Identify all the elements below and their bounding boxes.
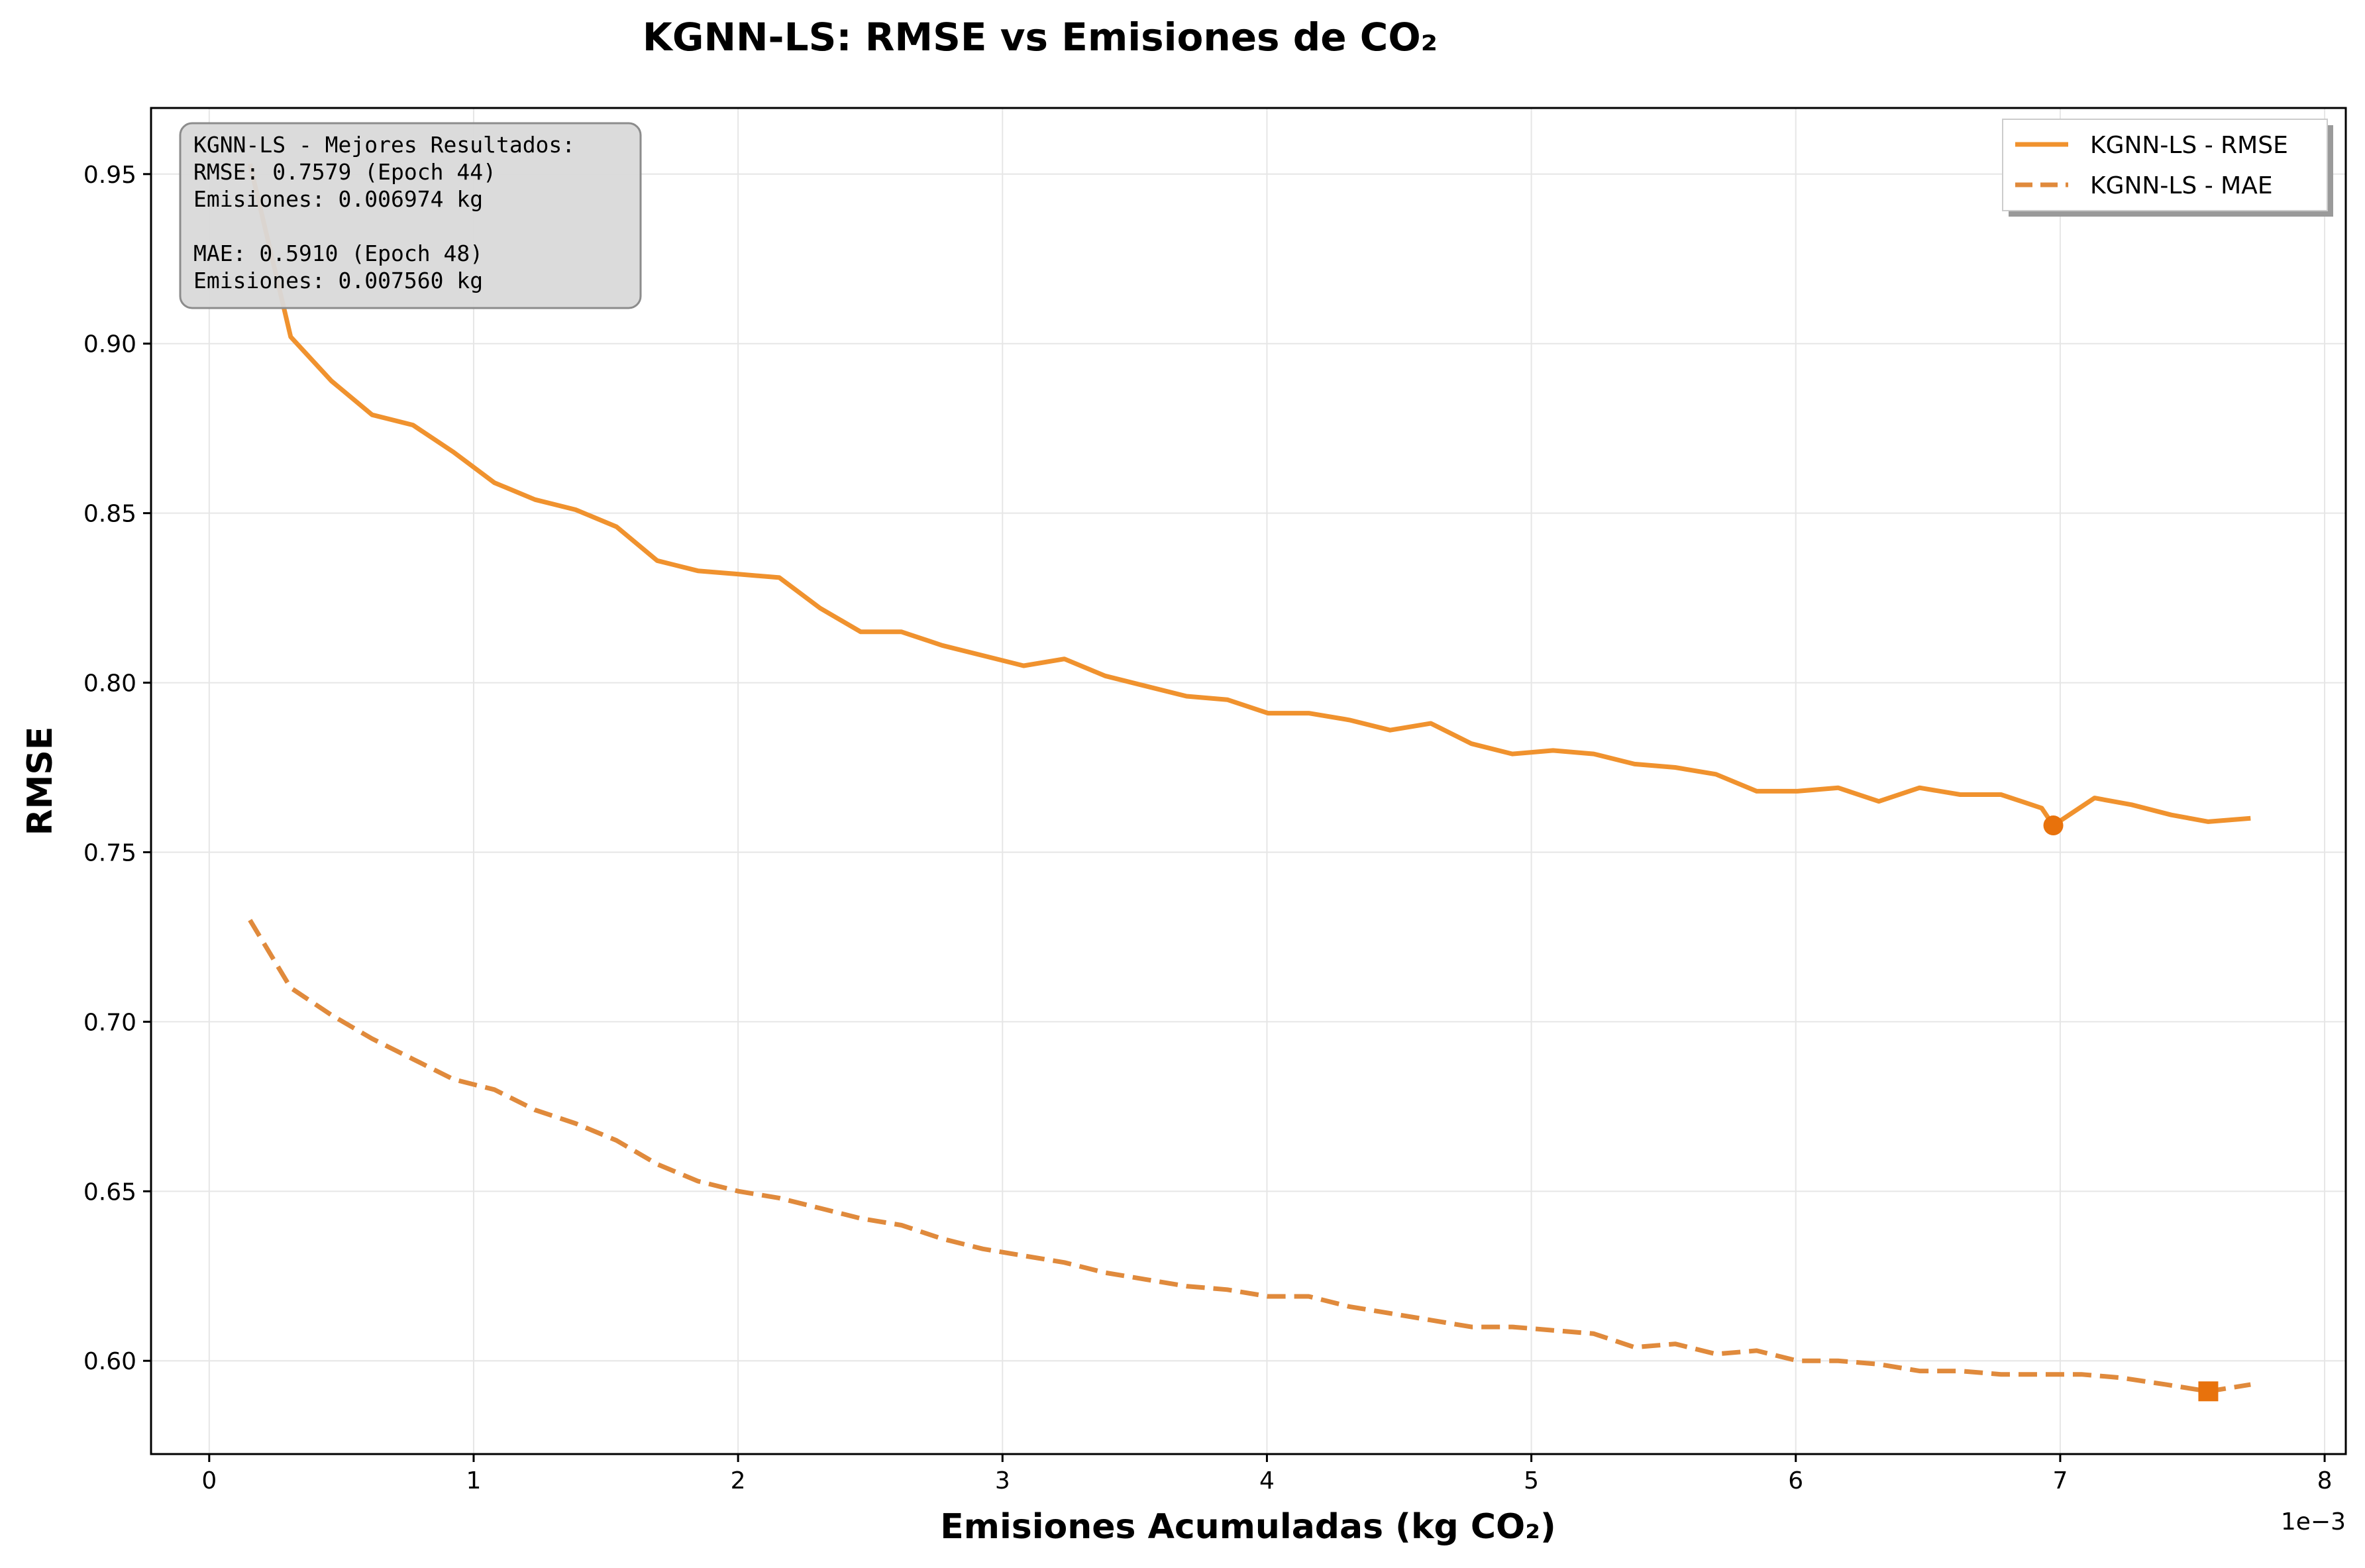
legend-label-mae: KGNN-LS - MAE [2090,172,2273,199]
x-tick-label: 3 [995,1467,1010,1494]
y-tick-label: 0.65 [83,1178,136,1206]
legend-label-rmse: KGNN-LS - RMSE [2090,132,2288,159]
best-mae-marker [2198,1381,2219,1402]
best-markers [2043,815,2219,1402]
series-lines [247,163,2251,1394]
x-axis-offset-label: 1e−3 [2281,1508,2346,1536]
x-tick-label: 8 [2317,1467,2333,1494]
chart-title: KGNN-LS: RMSE vs Emisiones de CO₂ [643,15,1438,60]
y-tick-label: 0.90 [83,331,136,358]
annotation-box: KGNN-LS - Mejores Resultados: RMSE: 0.75… [179,122,642,309]
rmse-series-line [247,163,2251,828]
plot-frame [150,107,2347,1455]
y-tick-label: 0.85 [83,501,136,528]
x-tick-label: 5 [1524,1467,1539,1494]
x-tick-label: 4 [1259,1467,1275,1494]
y-tick-label: 0.70 [83,1009,136,1036]
legend: KGNN-LS - RMSE KGNN-LS - MAE [2002,119,2333,217]
x-tick-label: 2 [731,1467,746,1494]
y-tick-label: 0.60 [83,1348,136,1375]
best-rmse-marker [2043,815,2064,836]
x-tick-label: 6 [1788,1467,1803,1494]
y-tick-label: 0.95 [83,162,136,189]
axis-ticks: 0 1 2 3 4 5 6 7 8 0.60 0.65 0.70 0.75 0.80 0.85 0.90 0.9… [83,162,2333,1494]
annotation-line-2: RMSE: 0.7579 (Epoch 44) [193,159,496,185]
annotation-line-5: MAE: 0.5910 (Epoch 48) [193,240,483,266]
x-tick-label: 7 [2052,1467,2068,1494]
grid [151,108,2346,1454]
x-axis-label: Emisiones Acumuladas (kg CO₂) [940,1507,1556,1547]
y-tick-label: 0.75 [83,839,136,866]
y-tick-label: 0.80 [83,670,136,698]
annotation-line-3: Emisiones: 0.006974 kg [193,186,483,212]
x-tick-label: 1 [466,1467,482,1494]
y-axis-label: RMSE [21,727,60,836]
mae-series-line [248,919,2251,1394]
legend-box [2002,119,2328,211]
annotation-line-6: Emisiones: 0.007560 kg [193,268,483,293]
annotation-background [179,122,642,309]
x-tick-label: 0 [201,1467,217,1494]
annotation-line-1: KGNN-LS - Mejores Resultados: [193,132,575,158]
